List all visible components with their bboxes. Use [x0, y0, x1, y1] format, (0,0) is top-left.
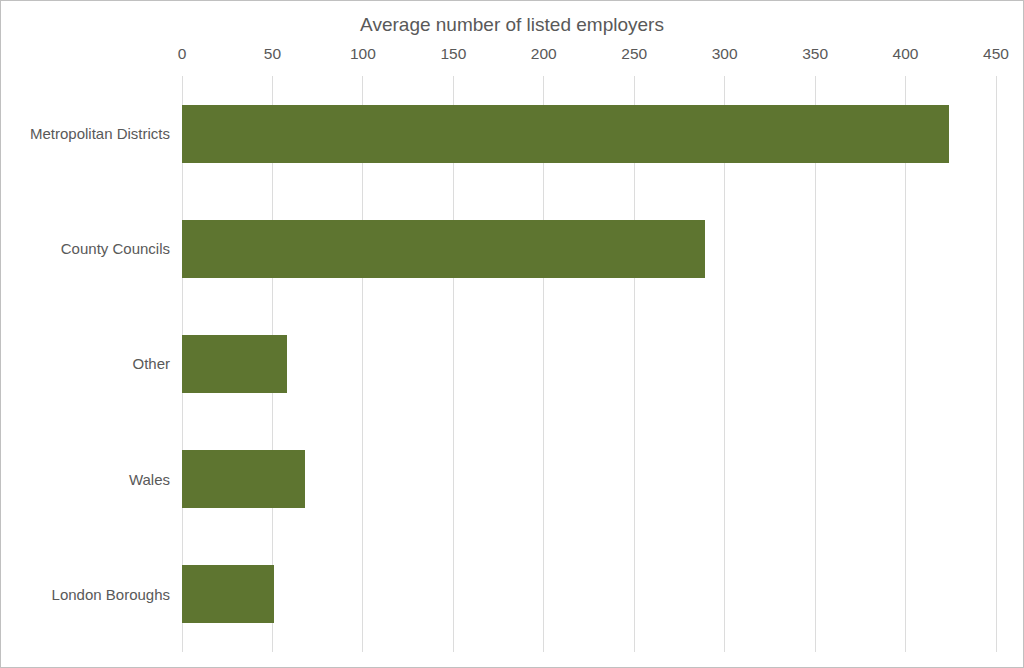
- category-label: Metropolitan Districts: [1, 76, 170, 191]
- gridline: [996, 76, 997, 652]
- x-tick-label: 0: [178, 45, 187, 63]
- x-tick-label: 150: [440, 45, 466, 63]
- category-label: County Councils: [1, 191, 170, 306]
- bar-other: [182, 335, 287, 393]
- chart-title: Average number of listed employers: [1, 14, 1023, 36]
- x-tick-label: 200: [531, 45, 557, 63]
- x-tick-label: 450: [983, 45, 1009, 63]
- bar-london-boroughs: [182, 565, 274, 623]
- x-tick-label: 350: [802, 45, 828, 63]
- category-label: Other: [1, 306, 170, 421]
- x-tick-label: 50: [264, 45, 281, 63]
- x-tick-label: 100: [350, 45, 376, 63]
- bar-county-councils: [182, 220, 705, 278]
- category-axis: Metropolitan DistrictsCounty CouncilsOth…: [1, 76, 170, 652]
- x-axis: 050100150200250300350400450: [182, 45, 996, 65]
- x-tick-label: 300: [712, 45, 738, 63]
- plot-area: [182, 76, 996, 652]
- x-tick-label: 250: [621, 45, 647, 63]
- bar-chart: Average number of listed employers 0 50 10…: [0, 0, 1024, 668]
- bar-metropolitan-districts: [182, 105, 949, 163]
- category-label: Wales: [1, 422, 170, 537]
- x-tick-label: 400: [893, 45, 919, 63]
- bar-wales: [182, 450, 305, 508]
- category-label: London Boroughs: [1, 537, 170, 652]
